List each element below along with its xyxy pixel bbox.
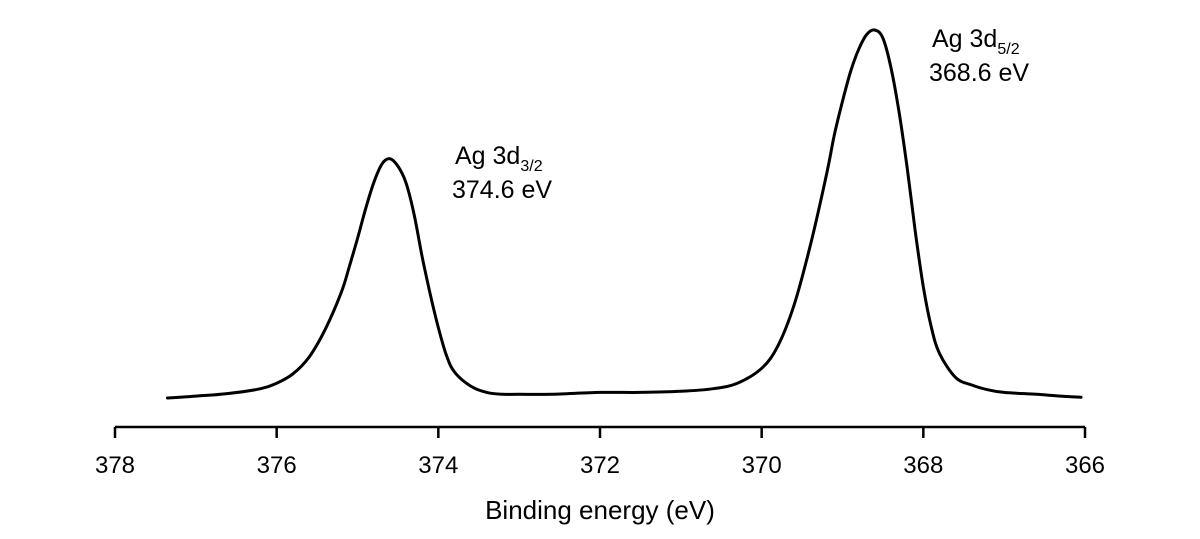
peak-species: Ag 3d xyxy=(932,25,997,53)
x-tick-label: 368 xyxy=(903,452,943,479)
x-tick-label: 372 xyxy=(580,452,620,479)
peak-subscript: 3/2 xyxy=(520,158,542,175)
peak-energy: 368.6 eV xyxy=(929,59,1029,87)
peak-label: Ag 3d5/2 xyxy=(932,25,1020,58)
spectrum-line xyxy=(166,28,1083,400)
x-axis-title: Binding energy (eV) xyxy=(485,495,715,525)
x-tick-label: 376 xyxy=(257,452,297,479)
x-tick-label: 366 xyxy=(1065,452,1105,479)
peak-energy: 374.6 eV xyxy=(452,176,552,204)
peak-label: Ag 3d3/2 xyxy=(455,142,543,175)
peak-species: Ag 3d xyxy=(455,142,520,170)
x-tick-label: 374 xyxy=(418,452,458,479)
x-tick-label: 378 xyxy=(95,452,135,479)
x-tick-label: 370 xyxy=(742,452,782,479)
peak-subscript: 5/2 xyxy=(997,41,1019,58)
x-axis: 378 376 374 372 370 368 366 xyxy=(95,425,1105,479)
